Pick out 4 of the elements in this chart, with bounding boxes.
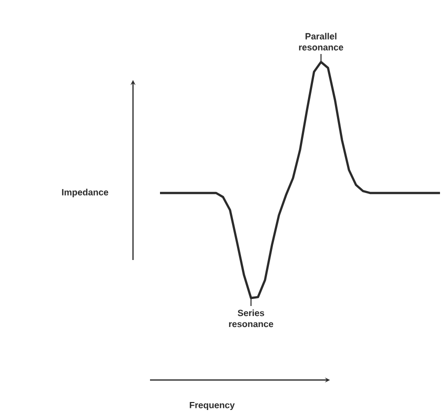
text: Impedance — [62, 188, 108, 198]
annotation: Series resonance — [229, 310, 274, 328]
annotation: Parallel resonance — [299, 32, 344, 50]
text: Frequency — [190, 402, 235, 410]
